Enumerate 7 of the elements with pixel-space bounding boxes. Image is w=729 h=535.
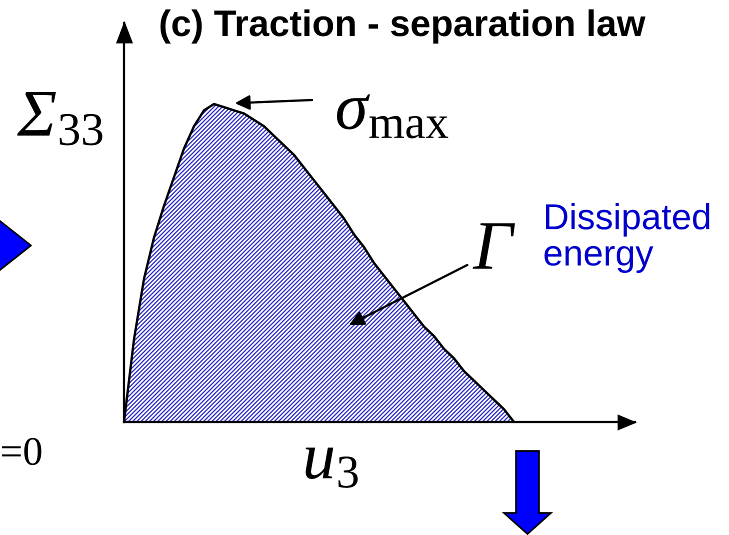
x-axis-title: u$_{3}$	[306, 448, 358, 488]
chart-title: (c) Traction - separation law	[160, 9, 646, 44]
annotation: Γ	[472, 223, 515, 269]
annotation: σ$_{max}$	[336, 94, 448, 138]
y-axis-title: Σ$_{33}$	[17, 92, 102, 146]
text: Dissipated energy	[544, 203, 710, 273]
text: =0	[2, 438, 42, 466]
